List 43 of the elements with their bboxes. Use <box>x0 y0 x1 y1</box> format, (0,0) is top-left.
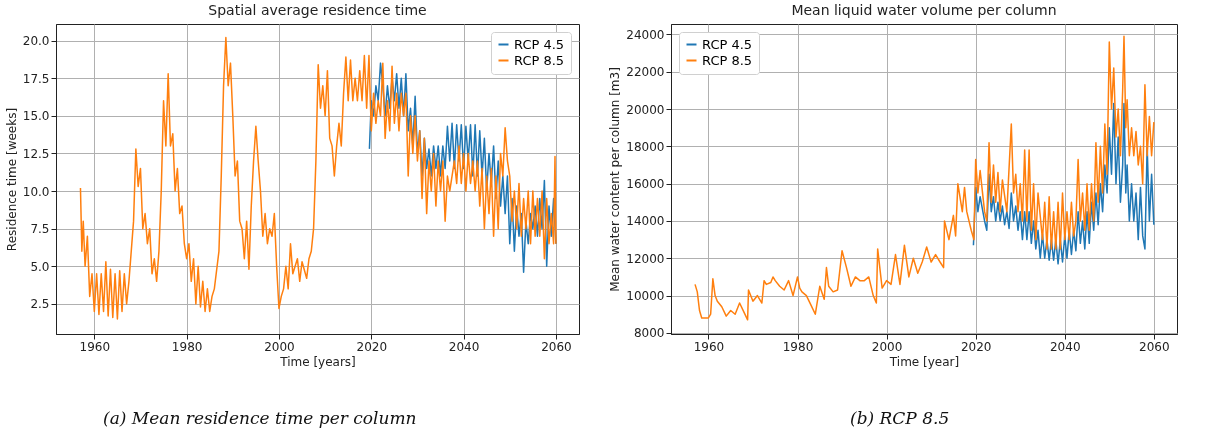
y-tick-label: 5.0 <box>30 259 50 274</box>
chart-title: Spatial average residence time <box>208 2 427 18</box>
y-tick-label: 18000 <box>626 139 665 154</box>
y-tick-label: 20.0 <box>22 34 50 49</box>
y-tick-label: 16000 <box>626 177 665 192</box>
y-axis-title: Mean water content per column [m3] <box>608 67 623 292</box>
x-tick-label: 2000 <box>264 339 295 354</box>
y-tick-label: 2.5 <box>30 297 50 312</box>
line-series <box>694 35 1155 321</box>
legend-label: RCP 8.5 <box>702 52 753 68</box>
legend-label: RCP 8.5 <box>514 52 565 68</box>
text: (b) RCP 8.5 <box>850 408 950 428</box>
x-tick-label: 2020 <box>960 339 992 354</box>
y-tick-label: 24000 <box>626 27 665 42</box>
y-tick-label: 14000 <box>626 214 665 229</box>
x-tick-label: 2060 <box>541 339 572 354</box>
x-tick-label: 1960 <box>79 339 111 354</box>
y-tick-label: 12.5 <box>22 146 50 161</box>
y-tick-label: 8000 <box>633 326 665 341</box>
y-tick-label: 20000 <box>626 102 665 117</box>
x-axis-title: Time [years] <box>279 354 356 369</box>
x-tick-label: 2040 <box>448 339 480 354</box>
y-axis-title: Residence time [weeks] <box>4 107 19 252</box>
y-tick-label: 22000 <box>626 65 665 80</box>
legend-label: RCP 4.5 <box>514 36 565 52</box>
x-tick-label: 2040 <box>1049 339 1081 354</box>
chart-title: Mean liquid water volume per column <box>791 2 1057 18</box>
x-tick-label: 1980 <box>171 339 203 354</box>
y-tick-label: 7.5 <box>30 222 50 237</box>
legend-label: RCP 4.5 <box>702 36 753 52</box>
x-axis-title: Time [year] <box>888 354 960 369</box>
y-tick-label: 10000 <box>626 289 665 304</box>
x-tick-label: 2000 <box>871 339 903 354</box>
line-series <box>972 102 1155 265</box>
y-tick-label: 10.0 <box>22 184 50 199</box>
x-tick-label: 1980 <box>782 339 814 354</box>
y-tick-label: 17.5 <box>22 71 50 86</box>
y-tick-label: 12000 <box>626 251 665 266</box>
x-tick-label: 1960 <box>693 339 725 354</box>
x-tick-label: 2020 <box>356 339 388 354</box>
y-tick-label: 15.0 <box>22 109 50 124</box>
text: (a) Mean residence time per column <box>103 408 417 428</box>
x-tick-label: 2060 <box>1139 339 1170 354</box>
